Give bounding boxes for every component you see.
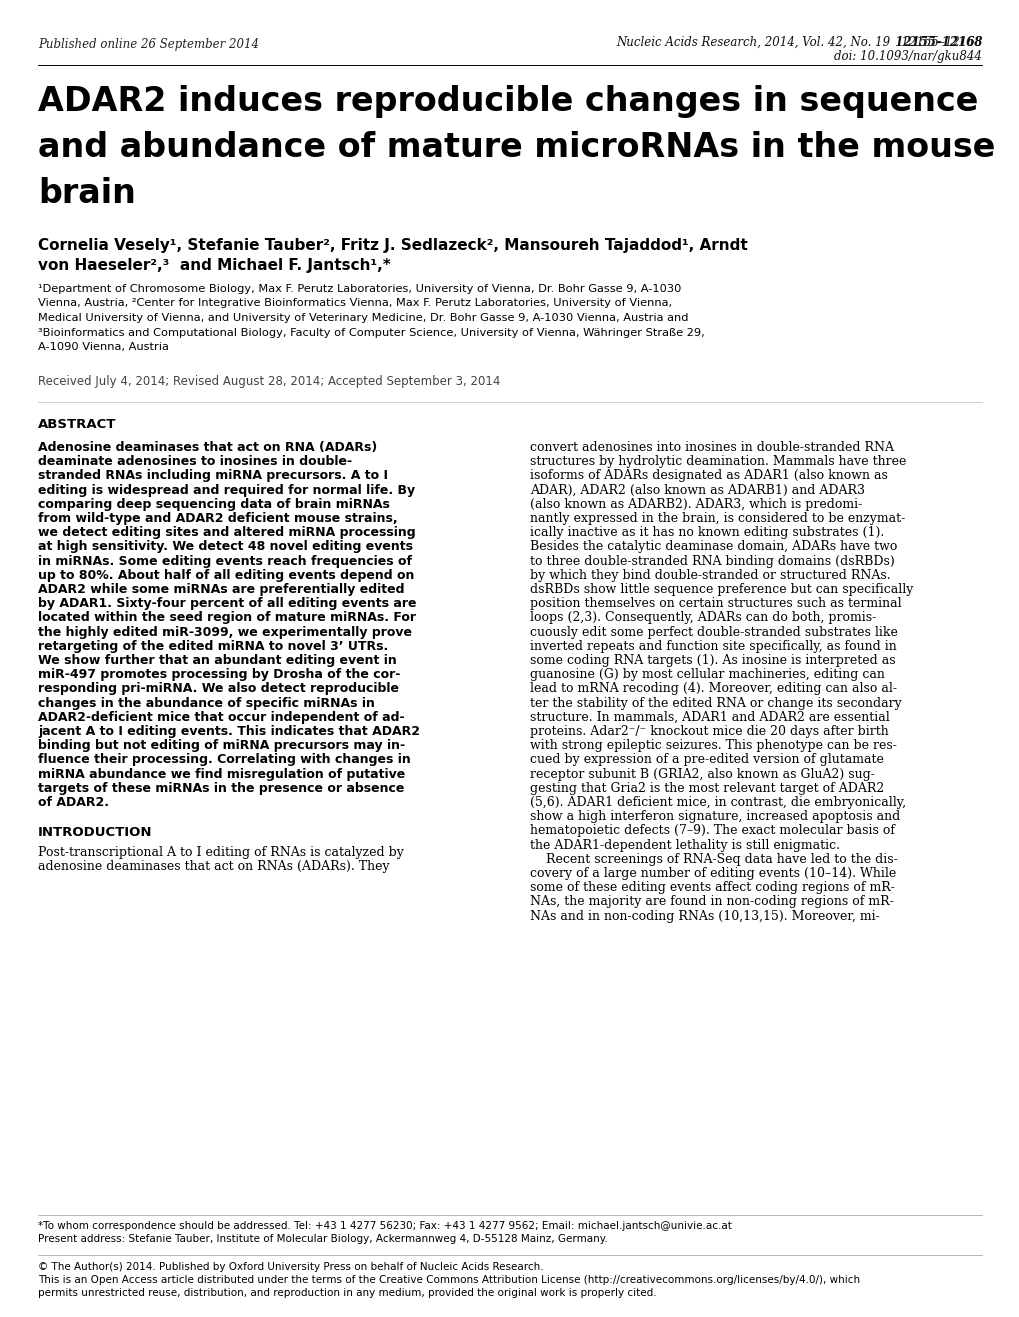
Text: ADAR2 while some miRNAs are preferentially edited: ADAR2 while some miRNAs are preferential… [38, 583, 405, 597]
Text: 12155–12168: 12155–12168 [655, 36, 981, 49]
Text: Medical University of Vienna, and University of Veterinary Medicine, Dr. Bohr Ga: Medical University of Vienna, and Univer… [38, 313, 688, 323]
Text: covery of a large number of editing events (10–14). While: covery of a large number of editing even… [530, 867, 896, 880]
Text: ¹Department of Chromosome Biology, Max F. Perutz Laboratories, University of Vie: ¹Department of Chromosome Biology, Max F… [38, 284, 681, 294]
Text: gesting that Gria2 is the most relevant target of ADAR2: gesting that Gria2 is the most relevant … [530, 782, 883, 794]
Text: (also known as ADARB2). ADAR3, which is predomi-: (also known as ADARB2). ADAR3, which is … [530, 498, 861, 511]
Text: hematopoietic defects (7–9). The exact molecular basis of: hematopoietic defects (7–9). The exact m… [530, 824, 894, 838]
Text: © The Author(s) 2014. Published by Oxford University Press on behalf of Nucleic : © The Author(s) 2014. Published by Oxfor… [38, 1262, 543, 1272]
Text: ³Bioinformatics and Computational Biology, Faculty of Computer Science, Universi: ³Bioinformatics and Computational Biolog… [38, 328, 704, 337]
Text: Vienna, Austria, ²Center for Integrative Bioinformatics Vienna, Max F. Perutz La: Vienna, Austria, ²Center for Integrative… [38, 299, 672, 308]
Text: Post-transcriptional A to I editing of RNAs is catalyzed by: Post-transcriptional A to I editing of R… [38, 847, 404, 859]
Text: position themselves on certain structures such as terminal: position themselves on certain structure… [530, 597, 901, 610]
Text: lead to mRNA recoding (4). Moreover, editing can also al-: lead to mRNA recoding (4). Moreover, edi… [530, 682, 896, 695]
Text: (5,6). ADAR1 deficient mice, in contrast, die embryonically,: (5,6). ADAR1 deficient mice, in contrast… [530, 795, 905, 809]
Text: NAs, the majority are found in non-coding regions of mR-: NAs, the majority are found in non-codin… [530, 896, 893, 909]
Text: Besides the catalytic deaminase domain, ADARs have two: Besides the catalytic deaminase domain, … [530, 540, 897, 553]
Text: This is an Open Access article distributed under the terms of the Creative Commo: This is an Open Access article distribut… [38, 1275, 859, 1285]
Text: Cornelia Vesely¹, Stefanie Tauber², Fritz J. Sedlazeck², Mansoureh Tajaddod¹, Ar: Cornelia Vesely¹, Stefanie Tauber², Frit… [38, 238, 747, 253]
Text: Published online 26 September 2014: Published online 26 September 2014 [38, 38, 259, 51]
Text: structure. In mammals, ADAR1 and ADAR2 are essential: structure. In mammals, ADAR1 and ADAR2 a… [530, 711, 889, 724]
Text: binding but not editing of miRNA precursors may in-: binding but not editing of miRNA precurs… [38, 739, 405, 752]
Text: changes in the abundance of specific miRNAs in: changes in the abundance of specific miR… [38, 697, 375, 710]
Text: ter the stability of the edited RNA or change its secondary: ter the stability of the edited RNA or c… [530, 697, 901, 710]
Text: to three double-stranded RNA binding domains (dsRBDs): to three double-stranded RNA binding dom… [530, 554, 894, 568]
Text: up to 80%. About half of all editing events depend on: up to 80%. About half of all editing eve… [38, 569, 414, 582]
Text: deaminate adenosines to inosines in double-: deaminate adenosines to inosines in doub… [38, 456, 352, 469]
Text: A-1090 Vienna, Austria: A-1090 Vienna, Austria [38, 342, 169, 352]
Text: cued by expression of a pre-edited version of glutamate: cued by expression of a pre-edited versi… [530, 753, 883, 766]
Text: structures by hydrolytic deamination. Mammals have three: structures by hydrolytic deamination. Ma… [530, 456, 906, 469]
Text: retargeting of the edited miRNA to novel 3’ UTRs.: retargeting of the edited miRNA to novel… [38, 640, 388, 653]
Text: *To whom correspondence should be addressed. Tel: +43 1 4277 56230; Fax: +43 1 4: *To whom correspondence should be addres… [38, 1221, 732, 1231]
Text: miR-497 promotes processing by Drosha of the cor-: miR-497 promotes processing by Drosha of… [38, 668, 400, 681]
Text: some of these editing events affect coding regions of mR-: some of these editing events affect codi… [530, 881, 894, 894]
Text: stranded RNAs including miRNA precursors. A to I: stranded RNAs including miRNA precursors… [38, 469, 387, 482]
Text: jacent A to I editing events. This indicates that ADAR2: jacent A to I editing events. This indic… [38, 724, 420, 738]
Text: Nucleic Acids Research, 2014, Vol. 42, No. 19   12155–12168: Nucleic Acids Research, 2014, Vol. 42, N… [615, 36, 981, 49]
Text: cuously edit some perfect double-stranded substrates like: cuously edit some perfect double-strande… [530, 626, 897, 639]
Text: INTRODUCTION: INTRODUCTION [38, 826, 153, 839]
Text: receptor subunit B (GRIA2, also known as GluA2) sug-: receptor subunit B (GRIA2, also known as… [530, 768, 874, 781]
Text: von Haeseler²,³  and Michael F. Jantsch¹,*: von Haeseler²,³ and Michael F. Jantsch¹,… [38, 258, 390, 273]
Text: We show further that an abundant editing event in: We show further that an abundant editing… [38, 655, 396, 666]
Text: and abundance of mature microRNAs in the mouse: and abundance of mature microRNAs in the… [38, 130, 995, 165]
Text: Recent screenings of RNA-Seq data have led to the dis-: Recent screenings of RNA-Seq data have l… [530, 853, 897, 865]
Text: targets of these miRNAs in the presence or absence: targets of these miRNAs in the presence … [38, 782, 404, 794]
Text: by ADAR1. Sixty-four percent of all editing events are: by ADAR1. Sixty-four percent of all edit… [38, 597, 416, 610]
Text: convert adenosines into inosines in double-stranded RNA: convert adenosines into inosines in doub… [530, 441, 893, 454]
Text: show a high interferon signature, increased apoptosis and: show a high interferon signature, increa… [530, 810, 900, 823]
Text: loops (2,3). Consequently, ADARs can do both, promis-: loops (2,3). Consequently, ADARs can do … [530, 611, 875, 624]
Text: ically inactive as it has no known editing substrates (1).: ically inactive as it has no known editi… [530, 527, 883, 539]
Text: ABSTRACT: ABSTRACT [38, 417, 116, 431]
Text: the highly edited miR-3099, we experimentally prove: the highly edited miR-3099, we experimen… [38, 626, 412, 639]
Text: at high sensitivity. We detect 48 novel editing events: at high sensitivity. We detect 48 novel … [38, 540, 413, 553]
Text: Received July 4, 2014; Revised August 28, 2014; Accepted September 3, 2014: Received July 4, 2014; Revised August 28… [38, 375, 500, 389]
Text: of ADAR2.: of ADAR2. [38, 795, 109, 809]
Text: ADAR), ADAR2 (also known as ADARB1) and ADAR3: ADAR), ADAR2 (also known as ADARB1) and … [530, 483, 864, 497]
Text: nantly expressed in the brain, is considered to be enzymat-: nantly expressed in the brain, is consid… [530, 512, 905, 525]
Text: isoforms of ADARs designated as ADAR1 (also known as: isoforms of ADARs designated as ADAR1 (a… [530, 469, 887, 482]
Text: doi: 10.1093/nar/gku844: doi: 10.1093/nar/gku844 [834, 50, 981, 63]
Text: proteins. Adar2⁻/⁻ knockout mice die 20 days after birth: proteins. Adar2⁻/⁻ knockout mice die 20 … [530, 724, 888, 738]
Text: ADAR2 induces reproducible changes in sequence: ADAR2 induces reproducible changes in se… [38, 86, 977, 119]
Text: Present address: Stefanie Tauber, Institute of Molecular Biology, Ackermannweg 4: Present address: Stefanie Tauber, Instit… [38, 1234, 607, 1245]
Text: comparing deep sequencing data of brain miRNAs: comparing deep sequencing data of brain … [38, 498, 389, 511]
Text: NAs and in non-coding RNAs (10,13,15). Moreover, mi-: NAs and in non-coding RNAs (10,13,15). M… [530, 910, 878, 923]
Text: we detect editing sites and altered miRNA processing: we detect editing sites and altered miRN… [38, 527, 415, 539]
Text: dsRBDs show little sequence preference but can specifically: dsRBDs show little sequence preference b… [530, 583, 912, 597]
Text: miRNA abundance we find misregulation of putative: miRNA abundance we find misregulation of… [38, 768, 405, 781]
Text: editing is widespread and required for normal life. By: editing is widespread and required for n… [38, 483, 415, 497]
Text: Adenosine deaminases that act on RNA (ADARs): Adenosine deaminases that act on RNA (AD… [38, 441, 377, 454]
Text: guanosine (G) by most cellular machineries, editing can: guanosine (G) by most cellular machineri… [530, 668, 884, 681]
Text: ADAR2-deficient mice that occur independent of ad-: ADAR2-deficient mice that occur independ… [38, 711, 405, 724]
Text: with strong epileptic seizures. This phenotype can be res-: with strong epileptic seizures. This phe… [530, 739, 896, 752]
Text: responding pri-miRNA. We also detect reproducible: responding pri-miRNA. We also detect rep… [38, 682, 398, 695]
Text: in miRNAs. Some editing events reach frequencies of: in miRNAs. Some editing events reach fre… [38, 554, 412, 568]
Text: by which they bind double-stranded or structured RNAs.: by which they bind double-stranded or st… [530, 569, 890, 582]
Text: located within the seed region of mature miRNAs. For: located within the seed region of mature… [38, 611, 416, 624]
Text: brain: brain [38, 176, 136, 209]
Text: adenosine deaminases that act on RNAs (ADARs). They: adenosine deaminases that act on RNAs (A… [38, 860, 389, 873]
Text: permits unrestricted reuse, distribution, and reproduction in any medium, provid: permits unrestricted reuse, distribution… [38, 1288, 656, 1299]
Text: inverted repeats and function site specifically, as found in: inverted repeats and function site speci… [530, 640, 896, 653]
Text: some coding RNA targets (1). As inosine is interpreted as: some coding RNA targets (1). As inosine … [530, 655, 895, 666]
Text: the ADAR1-dependent lethality is still enigmatic.: the ADAR1-dependent lethality is still e… [530, 839, 840, 852]
Text: from wild-type and ADAR2 deficient mouse strains,: from wild-type and ADAR2 deficient mouse… [38, 512, 397, 525]
Text: fluence their processing. Correlating with changes in: fluence their processing. Correlating wi… [38, 753, 411, 766]
